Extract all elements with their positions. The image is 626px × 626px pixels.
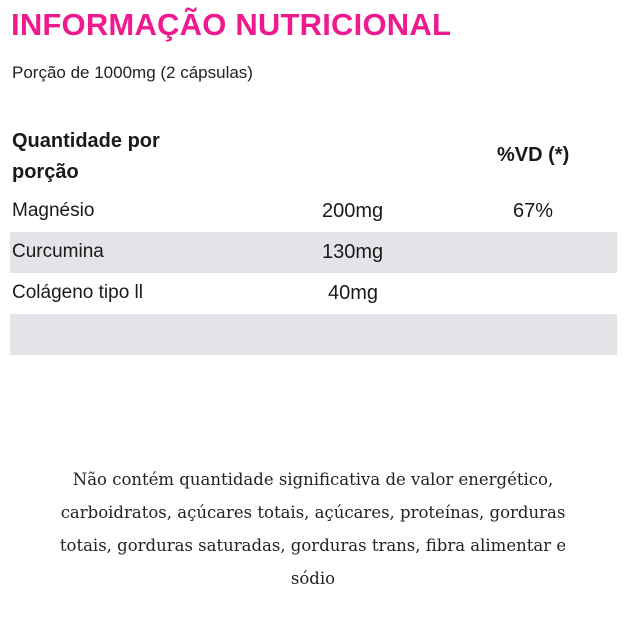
nutrient-name: Curcumina xyxy=(12,241,104,262)
table-row: Curcumina 130mg xyxy=(10,232,617,273)
footnote-line: sódio xyxy=(290,569,336,588)
page-title: INFORMAÇÃO NUTRICIONAL xyxy=(11,7,452,42)
footnote-line: totais, gorduras saturadas, gorduras tra… xyxy=(59,536,567,555)
nutrient-amount: 130mg xyxy=(322,241,384,263)
nutrient-amount: 200mg xyxy=(322,200,384,222)
vd-header: %VD (*) xyxy=(497,144,570,166)
table-row: Colágeno tipo ll 40mg xyxy=(10,273,617,314)
quantity-header: Quantidade por porção xyxy=(12,126,160,188)
nutrient-name: Magnésio xyxy=(12,200,95,221)
quantity-header-line2: porção xyxy=(12,161,79,183)
portion-size: Porção de 1000mg (2 cápsulas) xyxy=(12,63,253,82)
footnote-line: carboidratos, açúcares totais, açúcares,… xyxy=(60,503,566,522)
table-row: Magnésio 200mg 67% xyxy=(10,191,617,232)
table-row xyxy=(10,314,617,355)
footnote: Não contém quantidade significativa de v… xyxy=(0,463,626,595)
quantity-header-line1: Quantidade por xyxy=(12,130,160,152)
nutrient-amount: 40mg xyxy=(328,282,379,304)
nutrient-vd: 67% xyxy=(513,200,554,222)
footnote-line: Não contém quantidade significativa de v… xyxy=(72,470,554,489)
nutrient-name: Colágeno tipo ll xyxy=(12,282,143,303)
